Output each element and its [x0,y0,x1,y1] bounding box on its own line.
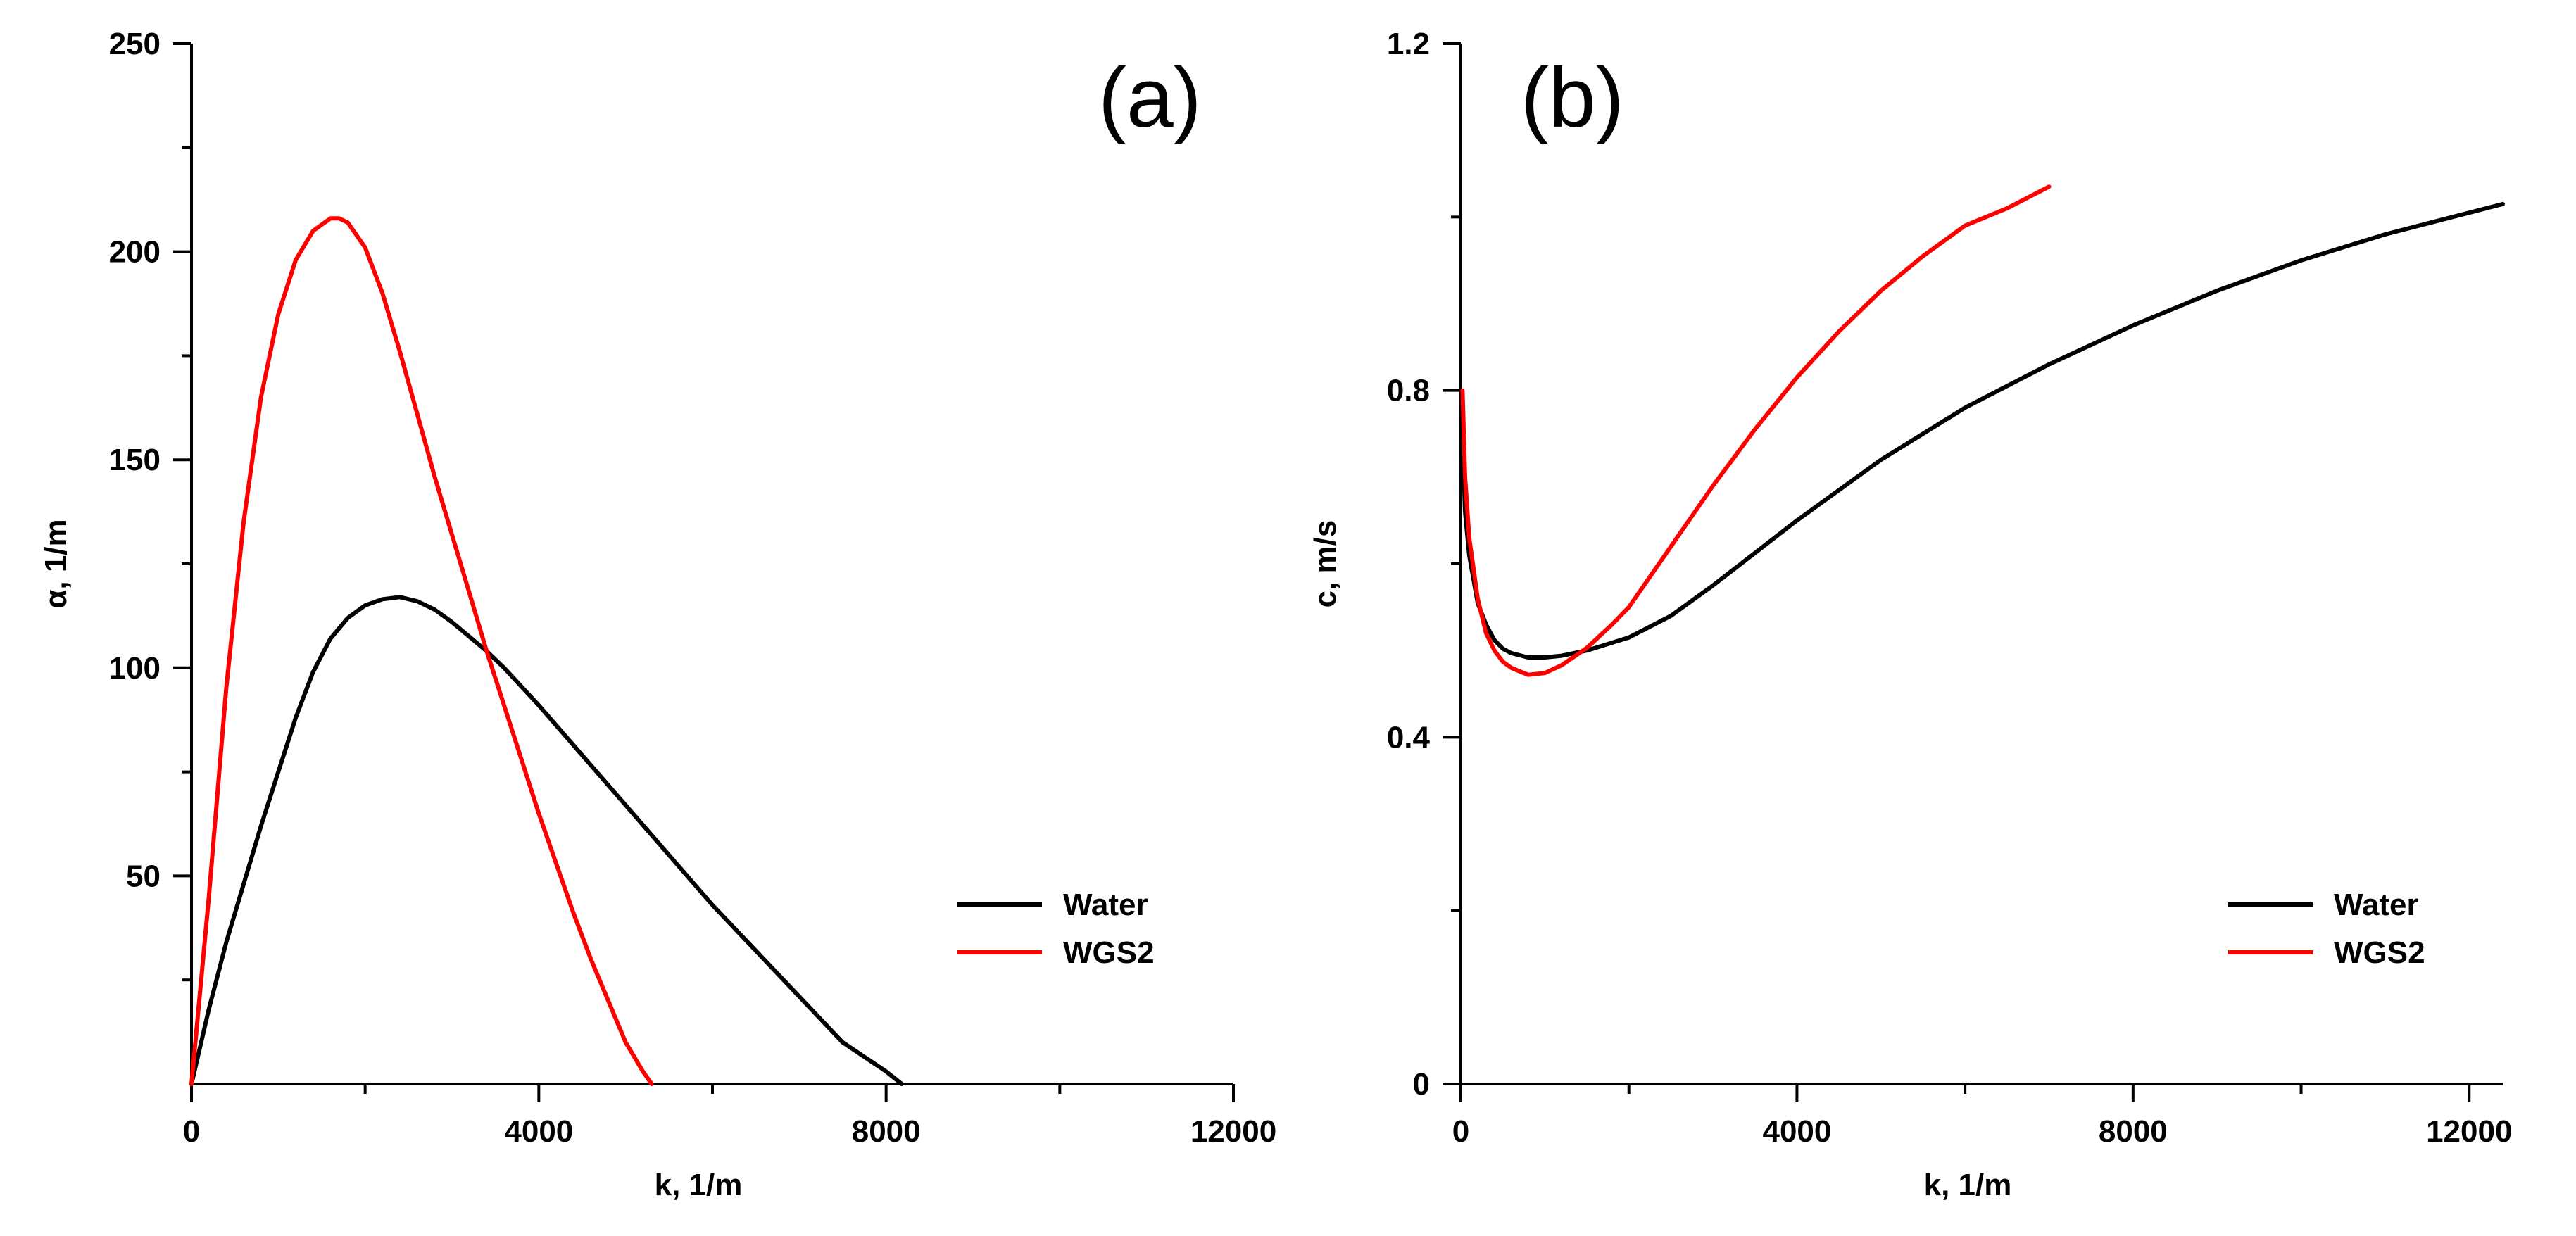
legend-label-a-water: Water [1063,888,1148,922]
y-tick-label-a: 150 [109,443,161,477]
y-tick-label-a: 250 [109,27,161,61]
panel-a-chart: 0 4000 8000 12000 50 100 150 200 250 k, 1/m α, 1/m… [39,27,1276,1202]
panel-label-a: (a) [1098,51,1202,145]
y-tick-label-b: 0 [1413,1067,1430,1102]
x-tick-label-a: 4000 [504,1114,573,1149]
legend-label-b-water: Water [2334,888,2419,922]
legend-label-a-wgs2: WGS2 [1063,935,1155,970]
x-tick-label-b: 4000 [1762,1114,1831,1149]
panel-b-chart: 0 4000 8000 12000 0 0.4 0.8 1.2 k, 1/m c, m/s (b) W… [1308,27,2512,1202]
y-tick-label-a: 200 [109,235,161,270]
legend-b: Water WGS2 [2228,888,2425,970]
y-tick-label-b: 0.4 [1387,720,1431,755]
y-tick-label-b: 1.2 [1387,27,1430,61]
series-line-a-water [189,595,904,1086]
legend-a: Water WGS2 [957,888,1155,970]
x-tick-label-b: 0 [1452,1114,1469,1149]
y-tick-label-b: 0.8 [1387,374,1430,408]
series-line-b-water [1460,201,2505,660]
y-tick-label-a: 50 [126,859,161,893]
y-axis-title-a: α, 1/m [39,519,73,608]
x-tick-label-b: 12000 [2426,1114,2512,1149]
x-axis-title-a: k, 1/m [655,1168,743,1202]
y-tick-label-a: 100 [109,651,161,686]
x-tick-label-a: 0 [183,1114,200,1149]
legend-label-b-wgs2: WGS2 [2334,935,2425,970]
x-tick-label-a: 8000 [852,1114,921,1149]
panel-label-b: (b) [1521,51,1624,145]
y-axis-title-b: c, m/s [1308,520,1343,608]
x-axis-title-b: k, 1/m [1924,1168,2012,1202]
x-tick-label-a: 12000 [1190,1114,1276,1149]
series-line-a-wgs2 [189,216,654,1086]
x-tick-label-b: 8000 [2099,1114,2168,1149]
series-line-b-wgs2 [1460,184,2052,677]
